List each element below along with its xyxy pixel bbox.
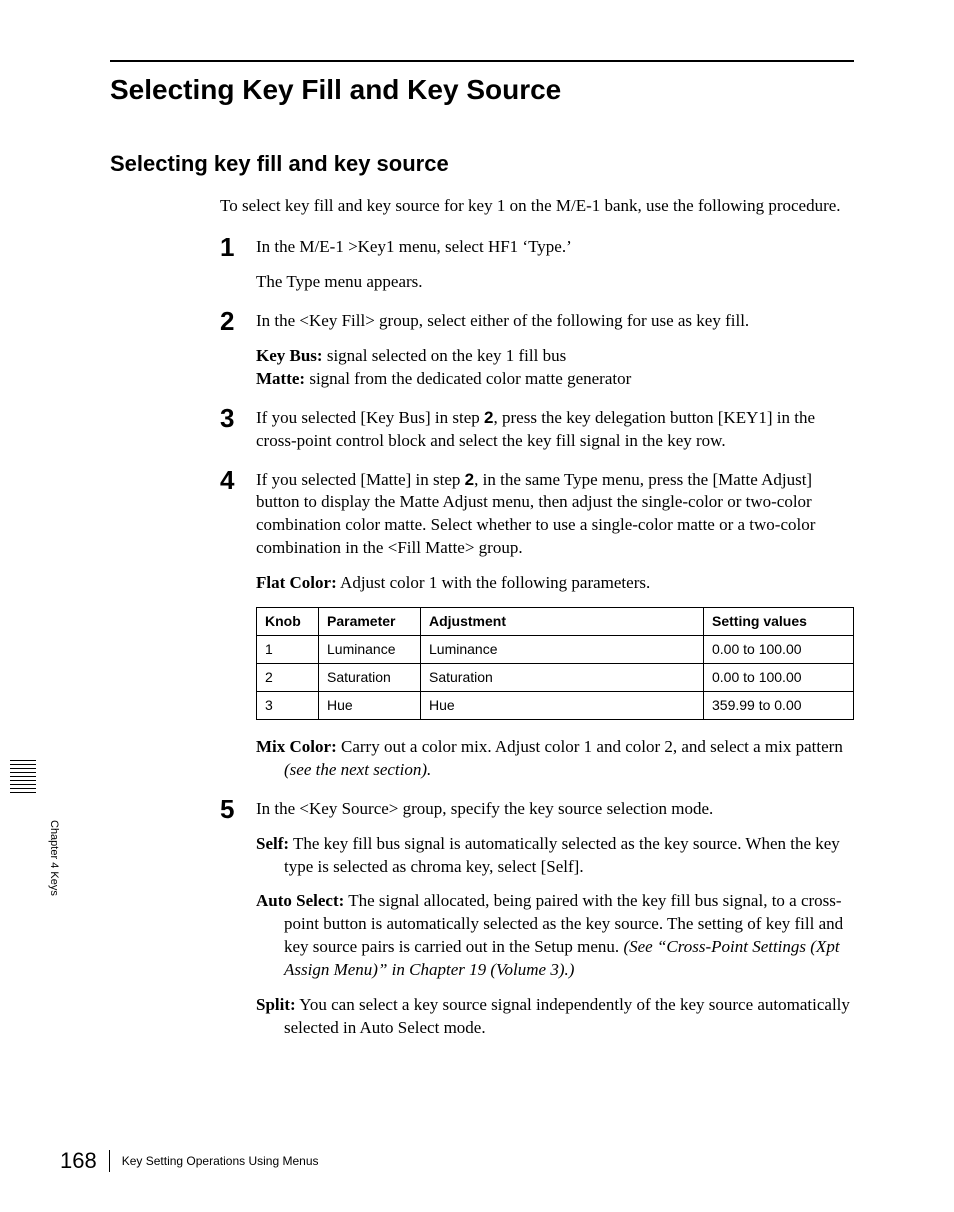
- split-text: You can select a key source signal indep…: [284, 995, 850, 1037]
- flat-text: Adjust color 1 with the following parame…: [337, 573, 651, 592]
- keybus-label: Key Bus:: [256, 346, 323, 365]
- step-3: 3 If you selected [Key Bus] in step 2, p…: [220, 407, 854, 453]
- step4-pre: If you selected [Matte] in step: [256, 470, 465, 489]
- page-footer: 168 Key Setting Operations Using Menus: [60, 1148, 319, 1174]
- cell-adj: Luminance: [421, 636, 704, 664]
- cell-adj: Saturation: [421, 663, 704, 691]
- heading-2: Selecting key fill and key source: [110, 151, 854, 177]
- side-decoration-lines: [10, 760, 36, 796]
- heading-1: Selecting Key Fill and Key Source: [110, 74, 854, 106]
- mix-italic: (see the next section).: [284, 760, 431, 779]
- top-rule: [110, 60, 854, 62]
- step-body: If you selected [Key Bus] in step 2, pre…: [256, 407, 854, 453]
- table-row: 3 Hue Hue 359.99 to 0.00: [257, 691, 854, 719]
- th-parameter: Parameter: [319, 608, 421, 636]
- step3-pre: If you selected [Key Bus] in step: [256, 408, 484, 427]
- mix-text: Carry out a color mix. Adjust color 1 an…: [337, 737, 843, 756]
- body-content: To select key fill and key source for ke…: [220, 195, 854, 1040]
- chapter-label: Chapter 4 Keys: [48, 820, 60, 896]
- parameter-table: Knob Parameter Adjustment Setting values…: [256, 607, 854, 720]
- cell-set: 0.00 to 100.00: [704, 636, 854, 664]
- step-number: 3: [220, 405, 256, 431]
- step3-text: If you selected [Key Bus] in step 2, pre…: [256, 407, 854, 453]
- step4-boldnum: 2: [465, 470, 474, 489]
- self-text: The key fill bus signal is automatically…: [284, 834, 840, 876]
- step-5: 5 In the <Key Source> group, specify the…: [220, 798, 854, 1040]
- step2-line1: In the <Key Fill> group, select either o…: [256, 310, 854, 333]
- keybus-text: signal selected on the key 1 fill bus: [323, 346, 567, 365]
- step5-line1: In the <Key Source> group, specify the k…: [256, 798, 854, 821]
- table-header-row: Knob Parameter Adjustment Setting values: [257, 608, 854, 636]
- cell-adj: Hue: [421, 691, 704, 719]
- cell-set: 359.99 to 0.00: [704, 691, 854, 719]
- step5-split: Split: You can select a key source signa…: [256, 994, 854, 1040]
- cell-knob: 1: [257, 636, 319, 664]
- page-number: 168: [60, 1148, 97, 1174]
- step-body: In the <Key Source> group, specify the k…: [256, 798, 854, 1040]
- th-adjustment: Adjustment: [421, 608, 704, 636]
- step4-text: If you selected [Matte] in step 2, in th…: [256, 469, 854, 561]
- step5-auto: Auto Select: The signal allocated, being…: [256, 890, 854, 982]
- step-1: 1 In the M/E-1 >Key1 menu, select HF1 ‘T…: [220, 236, 854, 294]
- cell-set: 0.00 to 100.00: [704, 663, 854, 691]
- cell-param: Saturation: [319, 663, 421, 691]
- step4-mix: Mix Color: Carry out a color mix. Adjust…: [256, 736, 854, 782]
- intro-paragraph: To select key fill and key source for ke…: [220, 195, 854, 218]
- footer-divider: [109, 1150, 110, 1172]
- step5-self: Self: The key fill bus signal is automat…: [256, 833, 854, 879]
- self-label: Self:: [256, 834, 289, 853]
- matte-label: Matte:: [256, 369, 305, 388]
- cell-param: Hue: [319, 691, 421, 719]
- matte-text: signal from the dedicated color matte ge…: [305, 369, 631, 388]
- step4-flat: Flat Color: Adjust color 1 with the foll…: [256, 572, 854, 595]
- split-label: Split:: [256, 995, 296, 1014]
- step1-line1: In the M/E-1 >Key1 menu, select HF1 ‘Typ…: [256, 236, 854, 259]
- step-body: In the M/E-1 >Key1 menu, select HF1 ‘Typ…: [256, 236, 854, 294]
- step-number: 1: [220, 234, 256, 260]
- table-row: 2 Saturation Saturation 0.00 to 100.00: [257, 663, 854, 691]
- step1-line2: The Type menu appears.: [256, 271, 854, 294]
- step-number: 5: [220, 796, 256, 822]
- mix-label: Mix Color:: [256, 737, 337, 756]
- th-setting: Setting values: [704, 608, 854, 636]
- step2-keybus: Key Bus: signal selected on the key 1 fi…: [256, 345, 854, 391]
- step-2: 2 In the <Key Fill> group, select either…: [220, 310, 854, 391]
- step-number: 2: [220, 308, 256, 334]
- step-body: If you selected [Matte] in step 2, in th…: [256, 469, 854, 782]
- auto-label: Auto Select:: [256, 891, 344, 910]
- cell-knob: 3: [257, 691, 319, 719]
- step-4: 4 If you selected [Matte] in step 2, in …: [220, 469, 854, 782]
- footer-text: Key Setting Operations Using Menus: [122, 1154, 319, 1168]
- cell-param: Luminance: [319, 636, 421, 664]
- th-knob: Knob: [257, 608, 319, 636]
- cell-knob: 2: [257, 663, 319, 691]
- table-row: 1 Luminance Luminance 0.00 to 100.00: [257, 636, 854, 664]
- step-number: 4: [220, 467, 256, 493]
- step-body: In the <Key Fill> group, select either o…: [256, 310, 854, 391]
- step3-boldnum: 2: [484, 408, 493, 427]
- flat-label: Flat Color:: [256, 573, 337, 592]
